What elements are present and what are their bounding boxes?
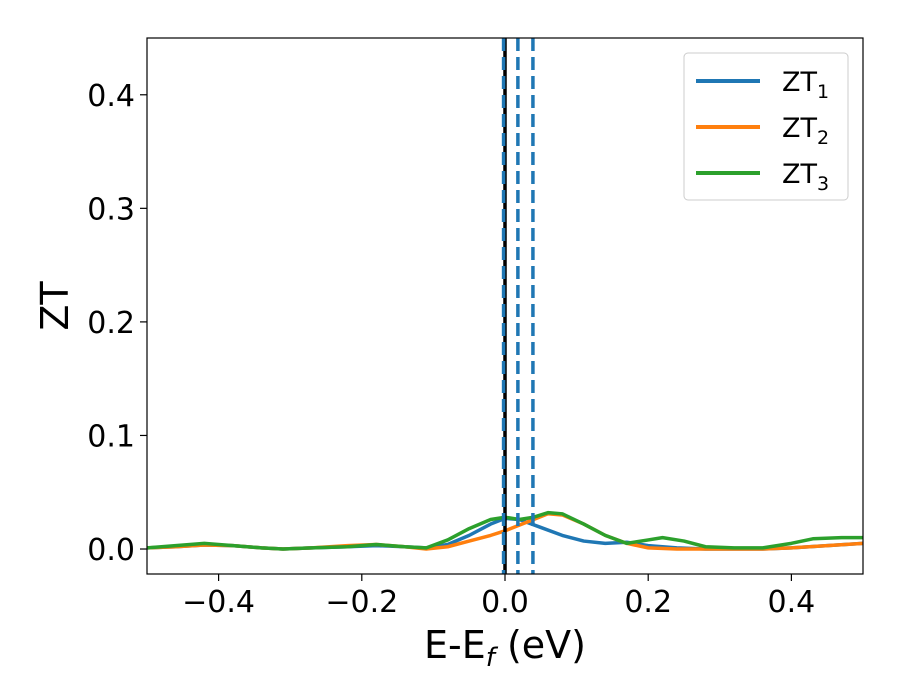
x-tick-label: 0.0 <box>481 585 529 620</box>
legend-label: ZT3 <box>782 159 829 195</box>
y-tick-label: 0.0 <box>87 533 135 568</box>
legend-box <box>683 52 849 201</box>
x-tick-label: 0.2 <box>624 585 672 620</box>
y-tick-label: 0.4 <box>87 79 135 114</box>
legend-entry-3: ZT3 <box>696 159 829 195</box>
legend-label: ZT1 <box>782 67 829 103</box>
series-line-3 <box>147 510 863 551</box>
legend-entry-2: ZT2 <box>696 113 829 149</box>
y-tick-label: 0.3 <box>87 192 135 227</box>
legend-label: ZT2 <box>782 113 829 149</box>
y-axis-ticks: 0.0 0.1 0.2 0.3 0.4 <box>87 79 147 568</box>
y-axis-label: ZT <box>33 281 77 331</box>
x-tick-label: 0.4 <box>768 585 816 620</box>
x-tick-label: −0.4 <box>182 585 255 620</box>
y-tick-label: 0.1 <box>87 419 135 454</box>
x-axis-ticks: −0.4 −0.2 0.0 0.2 0.4 <box>182 574 815 620</box>
legend: ZT1 ZT2 ZT3 <box>683 52 849 201</box>
x-tick-label: −0.2 <box>325 585 398 620</box>
y-tick-label: 0.2 <box>87 306 135 341</box>
vline-layer <box>501 38 535 574</box>
legend-entry-1: ZT1 <box>696 67 829 103</box>
x-axis-label: E-Ef (eV) <box>424 623 586 673</box>
